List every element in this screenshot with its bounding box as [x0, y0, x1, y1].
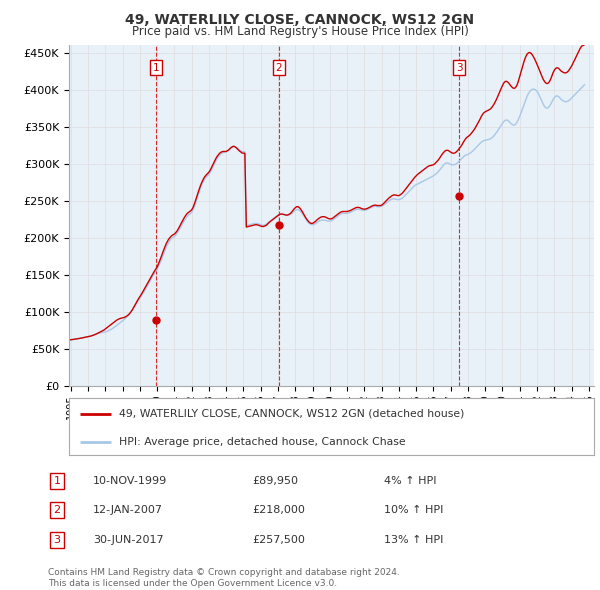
Text: 1: 1 — [53, 476, 61, 486]
Text: 10% ↑ HPI: 10% ↑ HPI — [384, 506, 443, 515]
Text: 1: 1 — [152, 63, 159, 73]
Text: Contains HM Land Registry data © Crown copyright and database right 2024.
This d: Contains HM Land Registry data © Crown c… — [48, 568, 400, 588]
Text: 49, WATERLILY CLOSE, CANNOCK, WS12 2GN (detached house): 49, WATERLILY CLOSE, CANNOCK, WS12 2GN (… — [119, 409, 464, 419]
Text: 30-JUN-2017: 30-JUN-2017 — [93, 535, 164, 545]
Text: £257,500: £257,500 — [252, 535, 305, 545]
Text: 12-JAN-2007: 12-JAN-2007 — [93, 506, 163, 515]
Text: 10-NOV-1999: 10-NOV-1999 — [93, 476, 167, 486]
Text: 13% ↑ HPI: 13% ↑ HPI — [384, 535, 443, 545]
Text: 3: 3 — [53, 535, 61, 545]
Text: 49, WATERLILY CLOSE, CANNOCK, WS12 2GN: 49, WATERLILY CLOSE, CANNOCK, WS12 2GN — [125, 13, 475, 27]
Text: 2: 2 — [53, 506, 61, 515]
Text: 4% ↑ HPI: 4% ↑ HPI — [384, 476, 437, 486]
Text: 3: 3 — [456, 63, 463, 73]
Text: HPI: Average price, detached house, Cannock Chase: HPI: Average price, detached house, Cann… — [119, 437, 406, 447]
Text: £89,950: £89,950 — [252, 476, 298, 486]
Text: Price paid vs. HM Land Registry's House Price Index (HPI): Price paid vs. HM Land Registry's House … — [131, 25, 469, 38]
Text: £218,000: £218,000 — [252, 506, 305, 515]
Text: 2: 2 — [275, 63, 282, 73]
